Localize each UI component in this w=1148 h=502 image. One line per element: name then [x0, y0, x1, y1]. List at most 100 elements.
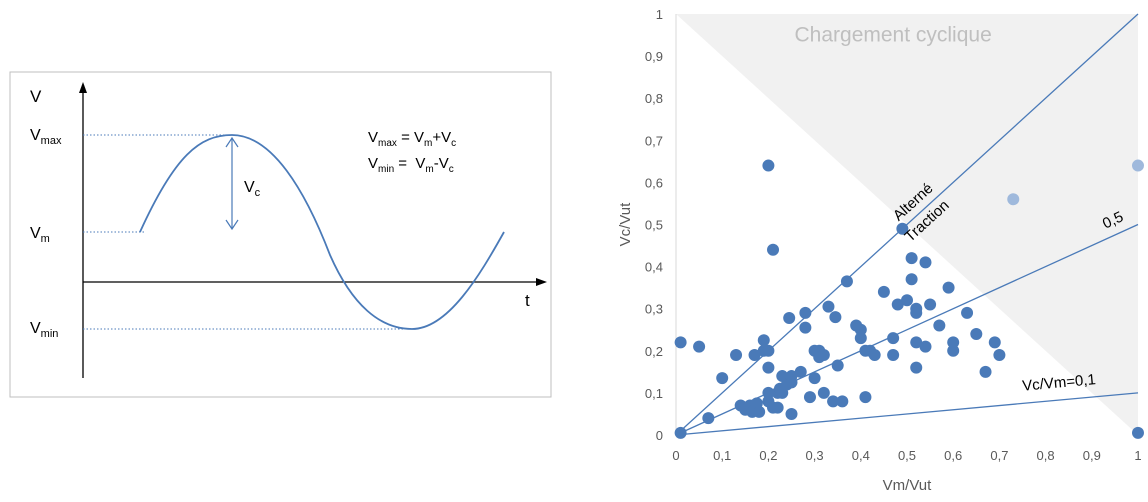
- data-point: [762, 386, 775, 399]
- data-point: [868, 349, 881, 362]
- data-point: [808, 372, 821, 385]
- data-point: [794, 365, 807, 378]
- data-point: [829, 311, 842, 324]
- y-tick-label: 0,5: [645, 218, 663, 233]
- data-point: [970, 327, 983, 340]
- y-tick-label: 1: [656, 7, 663, 22]
- data-point: [933, 319, 946, 332]
- diagram-frame: [9, 71, 552, 398]
- data-point: [762, 159, 775, 172]
- data-point: [942, 281, 955, 294]
- v-axis-arrow-icon: [79, 82, 87, 93]
- y-tick-label: 0,6: [645, 175, 663, 190]
- y-tick-label: 0,2: [645, 344, 663, 359]
- data-point: [674, 336, 687, 349]
- data-point: [905, 273, 918, 286]
- chart-title: Chargement cyclique: [795, 23, 992, 46]
- y-tick-label: 0,8: [645, 91, 663, 106]
- data-point: [910, 306, 923, 319]
- v-axis-label: V: [30, 87, 42, 106]
- data-point: [859, 391, 872, 404]
- data-point: [1132, 426, 1144, 439]
- data-point: [783, 311, 796, 324]
- data-point: [961, 306, 974, 319]
- data-point: [947, 336, 960, 349]
- reference-line-label: Vc/Vm=0,1: [1022, 371, 1097, 395]
- x-tick-label: 0,9: [1083, 448, 1101, 463]
- data-point: [854, 323, 867, 336]
- reference-line: [675, 13, 1139, 436]
- data-point: [910, 361, 923, 374]
- x-tick-label: 0,3: [806, 448, 824, 463]
- data-point: [988, 336, 1001, 349]
- data-point: [785, 407, 798, 420]
- x-tick-label: 0: [672, 448, 679, 463]
- data-point: [674, 426, 687, 439]
- x-axis-label: Vm/Vut: [883, 477, 932, 494]
- data-point: [785, 376, 798, 389]
- data-point: [924, 298, 937, 311]
- data-point: [822, 300, 835, 313]
- data-point: [693, 340, 706, 353]
- data-point: [799, 321, 812, 334]
- data-point: [947, 344, 960, 357]
- x-tick-label: 1: [1134, 448, 1141, 463]
- x-tick-label: 0,7: [990, 448, 1008, 463]
- x-tick-label: 0,6: [944, 448, 962, 463]
- data-point: [827, 395, 840, 408]
- data-point: [919, 340, 932, 353]
- data-point: [753, 405, 766, 418]
- data-point: [891, 298, 904, 311]
- data-point: [716, 372, 729, 385]
- y-tick-label: 0,7: [645, 133, 663, 148]
- sine-curve: [139, 134, 505, 330]
- data-point: [877, 285, 890, 298]
- data-point: [910, 336, 923, 349]
- vc-arrow-top-icon: [225, 136, 239, 148]
- data-point: [840, 275, 853, 288]
- x-tick-label: 0,1: [713, 448, 731, 463]
- data-point: [901, 294, 913, 307]
- data-point: [896, 222, 909, 235]
- t-axis-label: t: [525, 291, 530, 310]
- y-axis-label: Vc/Vut: [617, 202, 634, 246]
- data-point: [887, 332, 900, 345]
- data-point: [767, 243, 780, 256]
- data-point: [771, 401, 784, 414]
- reference-line: [675, 392, 1139, 436]
- data-point-faded: [1132, 159, 1144, 172]
- data-point: [762, 361, 775, 374]
- x-tick-label: 0,5: [898, 448, 916, 463]
- data-point: [803, 391, 816, 404]
- data-point: [817, 386, 830, 399]
- data-point: [762, 344, 775, 357]
- t-axis-arrow-icon: [536, 278, 547, 286]
- vm-label: Vm: [30, 225, 50, 245]
- data-point: [854, 332, 867, 345]
- data-point: [730, 349, 743, 362]
- vmin-label: Vmin: [30, 320, 58, 340]
- x-tick-label: 0,4: [852, 448, 870, 463]
- y-tick-label: 0,9: [645, 49, 663, 64]
- x-tick-label: 0,8: [1037, 448, 1055, 463]
- formula-vmax: Vmax = Vm+Vc: [368, 129, 456, 149]
- data-point-faded: [1007, 193, 1020, 206]
- data-point: [757, 334, 770, 347]
- data-point: [993, 349, 1006, 362]
- y-tick-label: 0,4: [645, 260, 663, 275]
- data-point: [799, 306, 812, 319]
- data-point: [748, 349, 761, 362]
- vmax-label: Vmax: [30, 127, 62, 147]
- data-point: [905, 252, 918, 265]
- y-tick-label: 0: [656, 428, 663, 443]
- data-point: [887, 349, 900, 362]
- data-point: [919, 256, 932, 269]
- y-tick-label: 0,3: [645, 302, 663, 317]
- x-tick-label: 0,2: [759, 448, 777, 463]
- y-tick-label: 0,1: [645, 386, 663, 401]
- data-point: [817, 349, 830, 362]
- data-point: [831, 359, 844, 372]
- data-point: [979, 365, 992, 378]
